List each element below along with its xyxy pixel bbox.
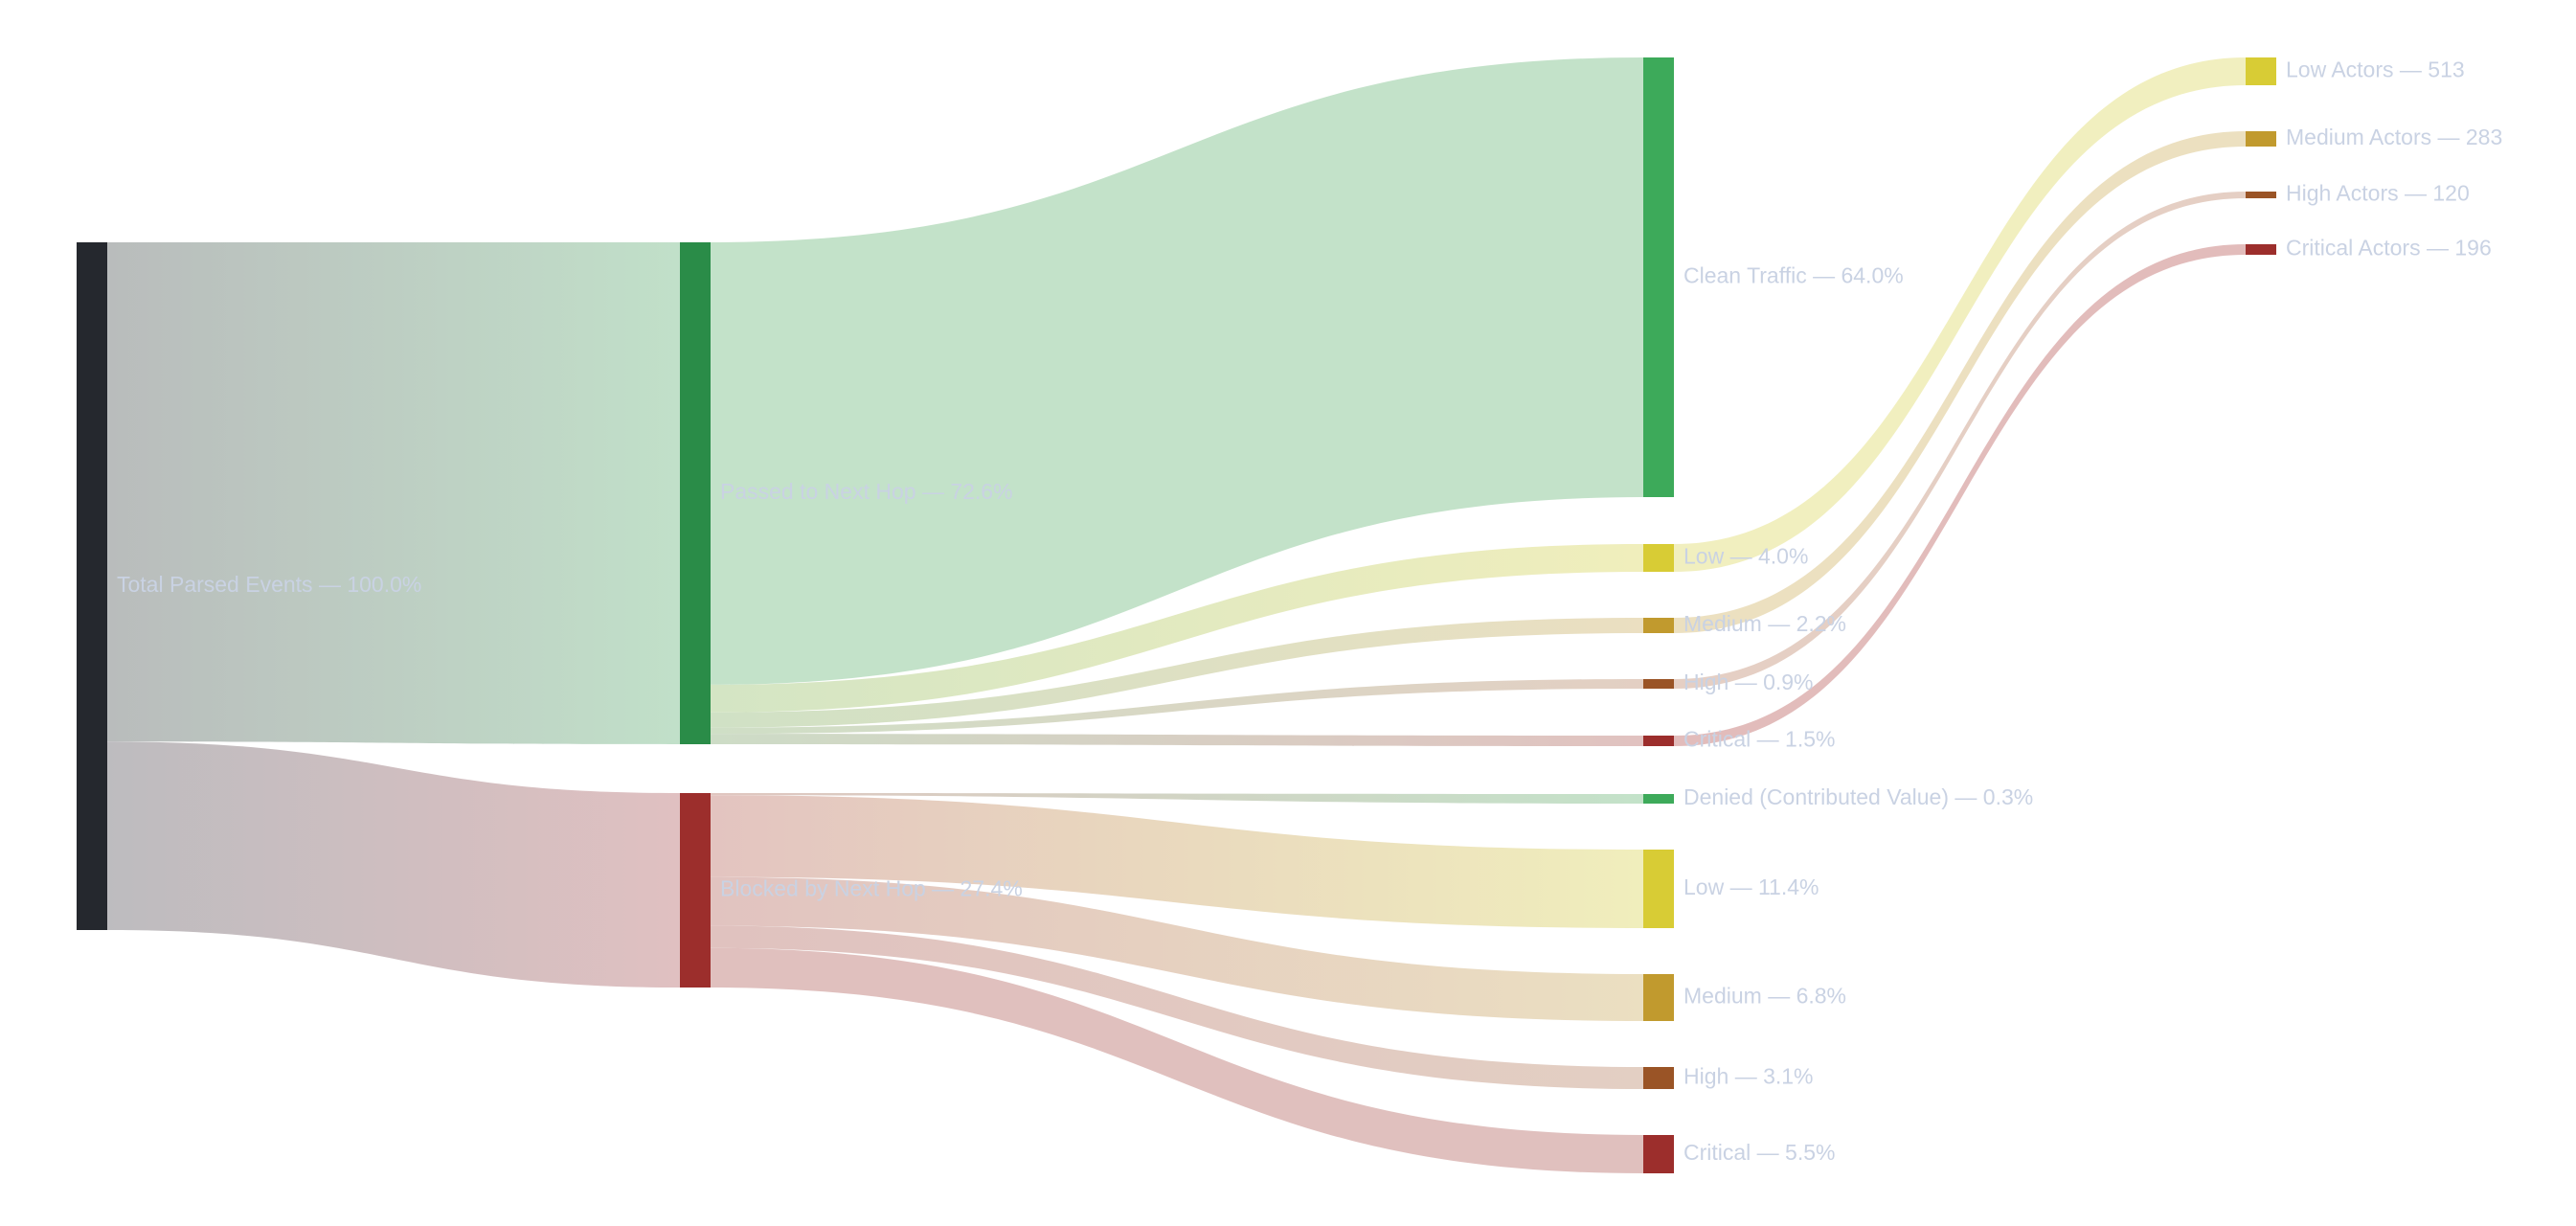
node-label-p_med: Medium — 2.2% (1683, 611, 1846, 636)
node-a_low (2246, 57, 2276, 85)
link-passed-to-p_med (711, 618, 1643, 728)
node-label-clean: Clean Traffic — 64.0% (1683, 263, 1904, 288)
node-a_crit (2246, 244, 2276, 255)
node-clean (1643, 57, 1674, 497)
link-blocked-to-b_low (711, 795, 1643, 928)
node-p_high (1643, 679, 1674, 689)
node-a_med (2246, 131, 2276, 147)
node-blocked (680, 793, 711, 988)
link-blocked-to-b_crit (711, 947, 1643, 1173)
node-denied (1643, 794, 1674, 804)
link-passed-to-clean (711, 57, 1643, 685)
link-p_low-to-a_low (1674, 57, 2246, 572)
node-label-b_high: High — 3.1% (1683, 1064, 1814, 1089)
node-a_high (2246, 192, 2276, 198)
link-p_crit-to-a_crit (1674, 244, 2246, 746)
node-b_high (1643, 1067, 1674, 1089)
node-label-passed: Passed to Next Hop — 72.6% (720, 479, 1013, 504)
node-b_low (1643, 850, 1674, 928)
node-label-b_crit: Critical — 5.5% (1683, 1140, 1835, 1165)
node-label-a_med: Medium Actors — 283 (2286, 125, 2502, 149)
node-label-a_low: Low Actors — 513 (2286, 57, 2465, 82)
link-blocked-to-b_high (711, 925, 1643, 1089)
nodes-layer (77, 57, 2276, 1173)
node-label-total: Total Parsed Events — 100.0% (117, 572, 421, 597)
node-p_med (1643, 618, 1674, 633)
link-p_med-to-a_med (1674, 131, 2246, 633)
link-blocked-to-denied (711, 793, 1643, 804)
node-b_med (1643, 974, 1674, 1021)
link-blocked-to-b_med (711, 876, 1643, 1021)
node-label-p_high: High — 0.9% (1683, 670, 1814, 694)
node-b_crit (1643, 1135, 1674, 1173)
node-label-b_med: Medium — 6.8% (1683, 984, 1846, 1009)
node-label-denied: Denied (Contributed Value) — 0.3% (1683, 784, 2033, 809)
link-passed-to-p_low (711, 544, 1643, 713)
labels-layer: Total Parsed Events — 100.0% Passed to Ne… (117, 57, 2502, 1166)
node-label-blocked: Blocked by Next Hop — 27.4% (720, 876, 1023, 901)
link-passed-to-p_high (711, 679, 1643, 735)
node-label-p_low: Low — 4.0% (1683, 544, 1808, 569)
node-label-a_high: High Actors — 120 (2286, 181, 2470, 206)
link-total-to-blocked (107, 741, 680, 988)
node-total (77, 242, 107, 930)
node-label-p_crit: Critical — 1.5% (1683, 727, 1835, 752)
node-label-b_low: Low — 11.4% (1683, 874, 1819, 899)
links-layer (107, 57, 2246, 1173)
node-passed (680, 242, 711, 744)
link-p_high-to-a_high (1674, 192, 2246, 689)
link-passed-to-p_crit (711, 734, 1643, 746)
node-p_crit (1643, 736, 1674, 746)
link-total-to-passed (107, 242, 680, 744)
node-p_low (1643, 544, 1674, 572)
node-label-a_crit: Critical Actors — 196 (2286, 236, 2492, 261)
